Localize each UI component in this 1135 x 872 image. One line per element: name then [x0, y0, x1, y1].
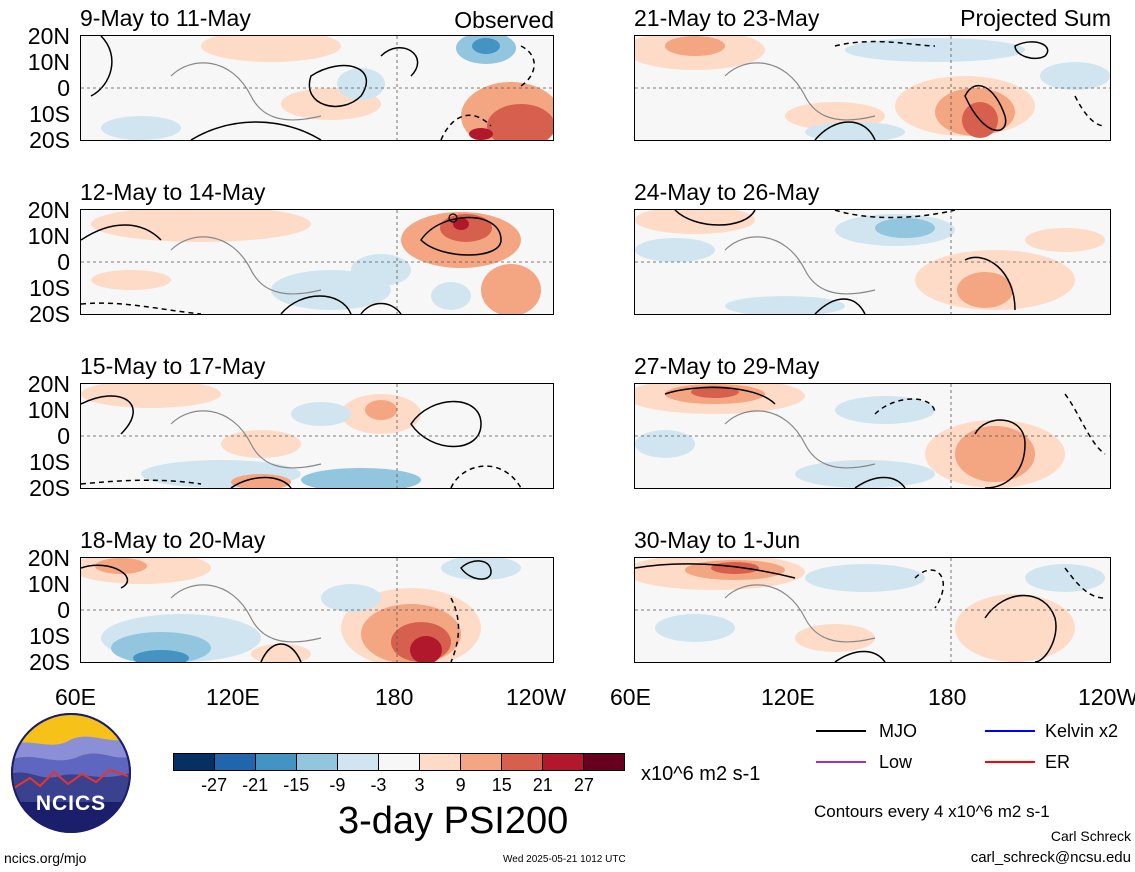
- colorbar-swatch: [584, 754, 624, 770]
- map-panel-3: [80, 383, 554, 489]
- lat-label: 20S: [29, 301, 70, 327]
- lat-label: 20S: [29, 127, 70, 153]
- colorbar-swatch: [215, 754, 256, 770]
- colorbar-swatch: [297, 754, 338, 770]
- lat-label: 10S: [29, 275, 70, 301]
- lon-label: 120E: [206, 684, 260, 710]
- main-title: 3-day PSI200: [338, 800, 569, 842]
- panel-title-1: 9-May to 11-May: [80, 5, 251, 31]
- website-link: ncics.org/mjo: [4, 850, 87, 866]
- lat-label: 20N: [27, 545, 70, 571]
- lon-label: 180: [928, 684, 967, 710]
- author-email: carl_schreck@ncsu.edu: [970, 849, 1131, 866]
- colorbar-tick-label: 27: [573, 775, 594, 795]
- lon-label: 60E: [55, 684, 96, 710]
- map-panel-2: [80, 209, 554, 315]
- colorbar-swatch: [543, 754, 584, 770]
- lat-label: 0: [57, 597, 70, 623]
- colorbar-tick-label: -9: [329, 775, 346, 795]
- timestamp: Wed 2025-05-21 1012 UTC: [503, 854, 626, 865]
- colorbar-swatch: [420, 754, 461, 770]
- colorbar-swatch: [502, 754, 543, 770]
- colorbar-tick-label: 21: [532, 775, 553, 795]
- map-panel-6: [634, 209, 1111, 315]
- panel-title-2: 12-May to 14-May: [80, 179, 266, 205]
- legend-label-low: Low: [879, 752, 913, 772]
- legend-line-er: [985, 761, 1035, 763]
- colorbar-swatch: [461, 754, 502, 770]
- lat-label: 20N: [27, 23, 70, 49]
- lat-label: 10S: [29, 101, 70, 127]
- lat-label: 20S: [29, 475, 70, 501]
- colorbar-tick-label: 3: [414, 775, 425, 795]
- panel-title-5: 21-May to 23-May: [634, 5, 820, 31]
- ncics-logo: NCICS: [10, 712, 132, 834]
- lat-label: 0: [57, 75, 70, 101]
- lat-label: 10N: [27, 397, 70, 423]
- lat-label: 10S: [29, 449, 70, 475]
- lat-label: 0: [57, 423, 70, 449]
- legend-label-er: ER: [1045, 752, 1071, 772]
- logo-text: NCICS: [35, 792, 107, 815]
- colorbar-tick-label: -15: [283, 775, 310, 795]
- map-panel-5: [634, 35, 1111, 141]
- panel-title-3: 15-May to 17-May: [80, 353, 266, 379]
- colorbar-swatch: [174, 754, 215, 770]
- colorbar-tick-label: 15: [491, 775, 512, 795]
- map-panel-8: [634, 557, 1111, 663]
- colorbar-tick-label: -21: [242, 775, 269, 795]
- lat-label: 0: [57, 249, 70, 275]
- panel-title-4: 18-May to 20-May: [80, 527, 266, 553]
- panel-title-8: 30-May to 1-Jun: [634, 527, 801, 553]
- colorbar-tick-label: -27: [201, 775, 228, 795]
- panel-title-6: 24-May to 26-May: [634, 179, 820, 205]
- colorbar-swatch: [338, 754, 379, 770]
- lon-label: 60E: [610, 684, 651, 710]
- lon-label: 180: [375, 684, 414, 710]
- panel-title-7: 27-May to 29-May: [634, 353, 820, 379]
- lon-label: 120E: [761, 684, 815, 710]
- legend-line-kelvin: [985, 730, 1035, 732]
- colorbar-units: x10^6 m2 s-1: [641, 763, 761, 785]
- legend-label-mjo: MJO: [879, 721, 917, 741]
- lat-label: 20N: [27, 197, 70, 223]
- map-panel-1: [80, 35, 554, 141]
- lon-label: 120W: [506, 684, 567, 710]
- panel-tag-observed: Observed: [454, 7, 554, 33]
- colorbar-tick-label: -3: [370, 775, 387, 795]
- panel-tag-projected: Projected Sum: [960, 5, 1111, 31]
- legend-line-mjo: [816, 730, 866, 732]
- legend-line-low: [816, 761, 866, 763]
- lat-label: 10N: [27, 571, 70, 597]
- contour-note: Contours every 4 x10^6 m2 s-1: [814, 802, 1050, 821]
- map-panel-4: [80, 557, 554, 663]
- colorbar-swatch: [256, 754, 297, 770]
- colorbar-swatch: [379, 754, 420, 770]
- map-panel-7: [634, 383, 1111, 489]
- lon-label: 120W: [1078, 684, 1135, 710]
- lat-label: 20S: [29, 649, 70, 675]
- colorbar-tick-label: 9: [455, 775, 466, 795]
- lat-label: 10N: [27, 49, 70, 75]
- author-name: Carl Schreck: [1050, 828, 1131, 844]
- colorbar: [173, 753, 625, 771]
- lat-label: 10N: [27, 223, 70, 249]
- legend-label-kelvin: Kelvin x2: [1045, 721, 1119, 741]
- lat-label: 20N: [27, 371, 70, 397]
- lat-label: 10S: [29, 623, 70, 649]
